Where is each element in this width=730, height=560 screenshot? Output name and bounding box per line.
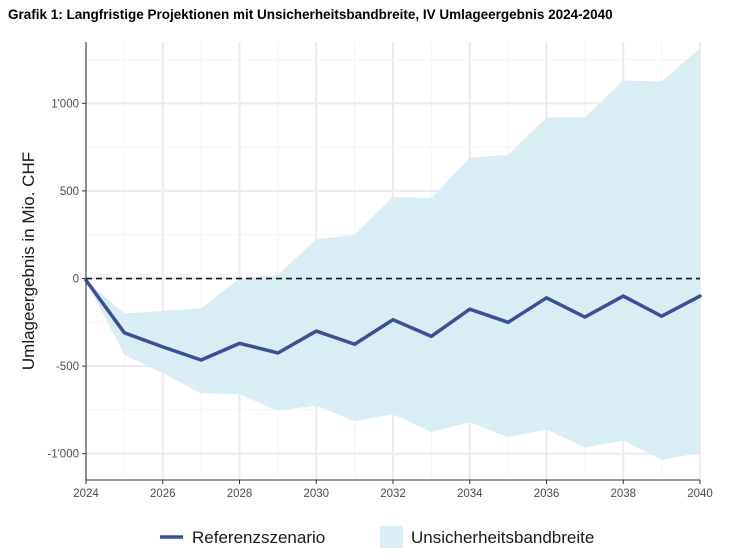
- x-tick-label: 2034: [457, 488, 483, 500]
- reference-scenario-point: [276, 351, 280, 355]
- reference-scenario-point: [698, 294, 702, 298]
- reference-scenario-point: [238, 342, 241, 345]
- legend: Referenzszenario Unsicherheitsbandbreite: [160, 526, 594, 548]
- reference-scenario-point: [545, 296, 548, 299]
- y-axis-title: Umlageergebnis in Mio. CHF: [19, 152, 38, 370]
- reference-scenario-point: [123, 331, 126, 335]
- y-tick-label: -500: [56, 361, 79, 373]
- x-tick-label: 2028: [227, 488, 253, 500]
- legend-label-unsicherheitsbandbreite: Unsicherheitsbandbreite: [411, 528, 594, 547]
- reference-scenario-point: [161, 345, 164, 349]
- axes: 2024 2026 2028 2030 2032 2034 2036 2038 2040 -1'0…: [47, 42, 713, 500]
- uncertainty-band: [86, 48, 700, 460]
- chart-title: Grafik 1: Langfristige Projektionen mit …: [8, 7, 613, 22]
- y-tick-label: 500: [60, 186, 79, 198]
- reference-scenario-point: [583, 315, 587, 319]
- legend-label-referenzszenario: Referenzszenario: [192, 528, 325, 547]
- reference-scenario-layer: [84, 278, 702, 362]
- reference-scenario-point: [391, 318, 395, 321]
- y-tick-label: -1'000: [47, 449, 79, 461]
- reference-scenario-point: [468, 307, 471, 311]
- y-axis-title-layer: Umlageergebnis in Mio. CHF: [19, 152, 38, 370]
- reference-scenario-point: [506, 321, 510, 324]
- y-tick-label: 0: [73, 274, 79, 286]
- x-tick-label: 2040: [687, 488, 713, 500]
- reference-scenario-point: [353, 343, 356, 346]
- reference-scenario-point: [315, 329, 318, 333]
- x-tick-label: 2036: [534, 488, 560, 500]
- reference-scenario-point: [430, 335, 433, 338]
- reference-scenario-point: [660, 314, 663, 318]
- x-tick-label: 2032: [380, 488, 406, 500]
- y-tick-label: 1'000: [51, 98, 79, 110]
- x-tick-label: 2038: [610, 488, 636, 500]
- reference-scenario-point: [199, 358, 203, 362]
- x-tick-label: 2030: [303, 488, 329, 500]
- x-tick-label: 2024: [73, 488, 99, 500]
- legend-swatch-unsicherheitsbandbreite: [380, 526, 403, 548]
- uncertainty-band-layer: [86, 48, 700, 460]
- x-tick-label: 2026: [150, 488, 176, 500]
- reference-scenario-point: [622, 294, 625, 298]
